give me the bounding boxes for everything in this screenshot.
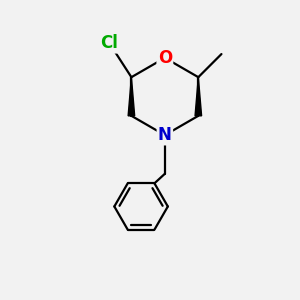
Polygon shape xyxy=(195,77,202,116)
Text: O: O xyxy=(158,49,172,67)
Text: Cl: Cl xyxy=(100,34,118,52)
Text: N: N xyxy=(158,126,172,144)
Polygon shape xyxy=(128,77,135,116)
